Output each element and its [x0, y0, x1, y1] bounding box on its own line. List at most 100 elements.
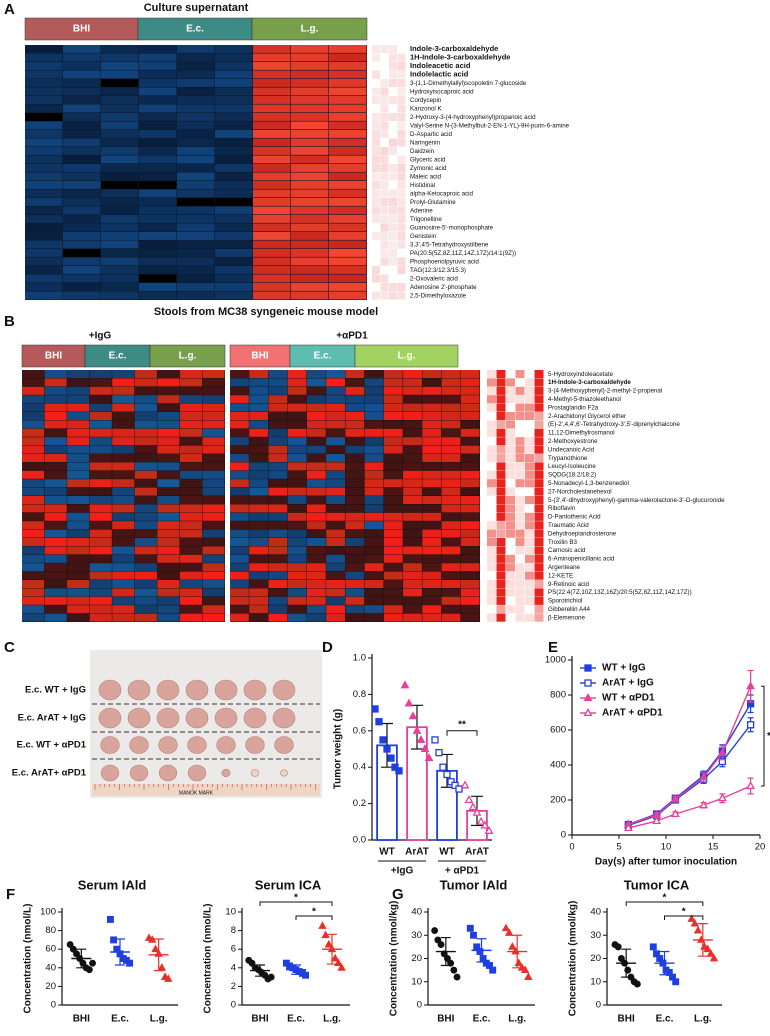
- group-label: E.c. WT + IgG: [25, 685, 86, 696]
- heatmap-cell: [63, 96, 101, 104]
- heatmap-cell: [326, 521, 345, 530]
- heatmap-cell: [202, 580, 225, 588]
- heatmap-cell: [89, 454, 112, 462]
- group-label: BHI: [45, 351, 62, 362]
- side-cell: [380, 232, 389, 241]
- side-cell: [525, 605, 534, 614]
- heatmap-cell: [230, 428, 249, 437]
- row-label: Carnosic acid: [548, 547, 586, 554]
- heatmap-cell: [25, 155, 63, 164]
- side-cell: [515, 588, 525, 597]
- heatmap-cell: [306, 378, 326, 387]
- side-cell: [534, 563, 544, 572]
- y-tick-label: 30: [411, 930, 422, 941]
- heatmap-cell: [422, 538, 442, 546]
- heatmap-cell: [177, 45, 215, 53]
- heatmap-cell: [67, 512, 90, 521]
- heatmap-cell: [253, 232, 291, 240]
- side-cell: [496, 613, 506, 622]
- heatmap-cell: [364, 580, 384, 588]
- heatmap-cell: [230, 504, 249, 513]
- heatmap-cell: [383, 395, 403, 404]
- data-point: [318, 921, 327, 929]
- side-cell: [397, 266, 406, 275]
- heatmap-cell: [306, 496, 326, 504]
- heatmap-cell: [101, 87, 139, 96]
- heatmap-cell: [215, 181, 253, 189]
- heatmap-cell: [177, 274, 215, 283]
- heatmap-cell: [230, 412, 249, 420]
- heatmap-cell: [306, 529, 326, 538]
- side-cell: [372, 87, 380, 96]
- x-tick-label: BHI: [73, 1014, 90, 1025]
- heatmap-cell: [287, 454, 307, 462]
- heatmap-cell: [22, 521, 45, 530]
- side-cell: [515, 470, 525, 479]
- legend-marker: [583, 693, 593, 702]
- heatmap-cell: [268, 386, 288, 395]
- heatmap-cell: [306, 521, 326, 530]
- heatmap-cell: [383, 370, 403, 378]
- heatmap-cell: [101, 257, 139, 266]
- heatmap-cell: [22, 412, 45, 420]
- row-label: SQDG(18:2/18:2): [548, 472, 596, 479]
- data-point: [508, 942, 517, 950]
- heatmap-cell: [306, 470, 326, 479]
- heatmap-cell: [403, 462, 422, 471]
- side-cell: [397, 104, 406, 113]
- heatmap-cell: [329, 104, 367, 113]
- heatmap-cell: [134, 580, 157, 588]
- side-cell: [506, 496, 515, 505]
- heatmap-cell: [67, 563, 90, 572]
- heatmap-cell: [134, 454, 157, 462]
- heatmap-cell: [268, 613, 288, 622]
- heatmap-cell: [179, 521, 203, 530]
- heatmap-cell: [326, 563, 345, 572]
- heatmap-cell: [157, 403, 180, 412]
- heatmap-cell: [179, 462, 203, 471]
- heatmap-cell: [253, 121, 291, 130]
- heatmap-cell: [101, 147, 139, 155]
- heatmap-cell: [22, 445, 45, 454]
- row-label: Naringenin: [410, 139, 440, 146]
- heatmap-cell: [230, 462, 249, 471]
- side-cell: [525, 538, 534, 547]
- heatmap-cell: [253, 113, 291, 121]
- heatmap-cell: [403, 386, 422, 395]
- heatmap-cell: [441, 386, 461, 395]
- heatmap-cell: [215, 104, 253, 113]
- heatmap-cell: [63, 266, 101, 274]
- heatmap-cell: [403, 580, 422, 588]
- heatmap-cell: [139, 53, 177, 62]
- heatmap-cell: [460, 420, 480, 429]
- heatmap-cell: [460, 386, 480, 395]
- side-cell: [525, 378, 534, 387]
- heatmap-cell: [139, 274, 177, 283]
- heatmap-cell: [291, 130, 329, 138]
- heatmap-cell: [268, 454, 288, 462]
- side-cell: [506, 412, 515, 421]
- row-label: Prostaglandin F2a: [548, 404, 599, 411]
- heatmap-cell: [422, 605, 442, 614]
- heatmap-cell: [403, 428, 422, 437]
- heatmap-cell: [101, 70, 139, 79]
- row-label: D-Aspartic acid: [410, 131, 453, 138]
- heatmap-cell: [364, 437, 384, 446]
- side-cell: [496, 403, 506, 412]
- panel-label: G: [392, 886, 404, 903]
- heatmap-cell: [287, 437, 307, 446]
- heatmap-cell: [364, 378, 384, 387]
- side-cell: [380, 147, 389, 156]
- heatmap-cell: [89, 479, 112, 488]
- heatmap-cell: [44, 470, 67, 479]
- heatmap-cell: [253, 189, 291, 198]
- y-tick-label: 20: [590, 953, 601, 964]
- heatmap-cell: [268, 395, 288, 404]
- heatmap-cell: [291, 206, 329, 215]
- heatmap-cell: [89, 521, 112, 530]
- side-cell: [372, 223, 380, 232]
- heatmap-cell: [383, 445, 403, 454]
- heatmap-cell: [287, 462, 307, 471]
- tumor: [214, 679, 238, 701]
- heatmap-cell: [112, 554, 135, 563]
